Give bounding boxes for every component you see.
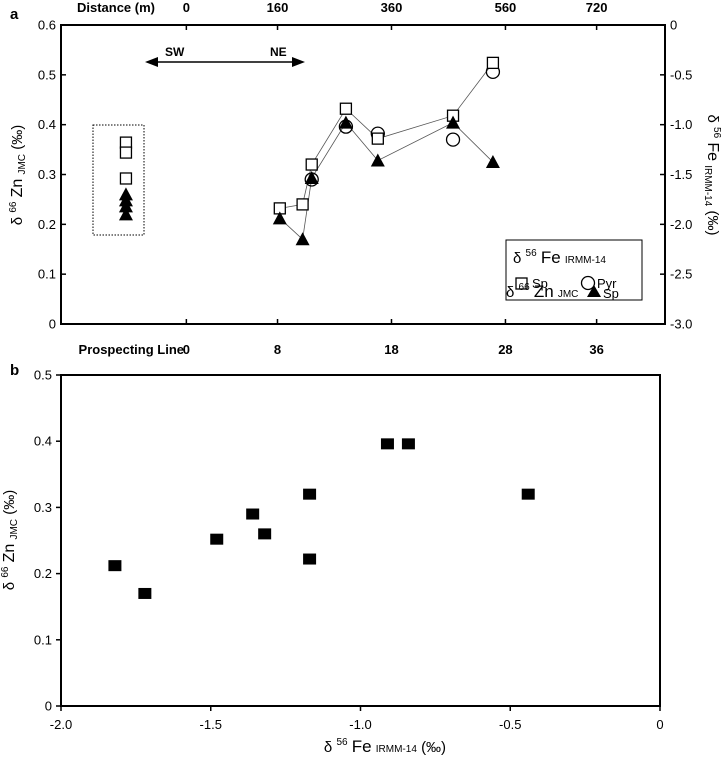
sw-label: SW (165, 45, 185, 59)
b-x-axis-label: δ 56 Fe IRMM-14 (‰) (324, 732, 446, 756)
bottom-axis-ticks: 0 8 18 28 36 (183, 319, 604, 357)
left-tick-label: 0.1 (38, 267, 56, 282)
left-axis-ticks: 0 0.1 0.2 0.3 0.4 0.5 0.6 (38, 18, 66, 332)
legend: δ 56 Fe IRMM-14 Sp Pyr δ 66 Zn JMC Sp (505, 239, 643, 301)
panel-b-plot-frame (60, 374, 661, 707)
b-data-points (108, 438, 535, 599)
data-point-open-square (339, 102, 353, 115)
b-x-tick-label: -2.0 (50, 717, 72, 732)
b-data-point (521, 488, 535, 500)
top-tick-label: 160 (267, 0, 289, 15)
data-point-open-square (371, 132, 384, 145)
b-y-tick-label: 0.2 (34, 566, 52, 581)
bottom-tick-label: 36 (589, 342, 603, 357)
left-tick-label: 0.2 (38, 217, 56, 232)
top-axis-ticks: 0 160 360 560 720 (183, 0, 608, 30)
left-tick-label: 0.4 (38, 117, 56, 132)
right-tick-label: -3.0 (670, 317, 692, 332)
left-tick-label: 0.3 (38, 167, 56, 182)
b-data-point (210, 533, 224, 545)
b-y-tick-label: 0 (45, 699, 52, 714)
legend-zn-sp-label: Sp (603, 286, 619, 301)
series-lines (279, 62, 494, 241)
bottom-tick-label: 8 (274, 342, 281, 357)
right-tick-label: -1.5 (670, 167, 692, 182)
panel-b: b 0 0.1 0.2 0.3 0.4 0.5 -2.0 -1.5 -1.0 -0.5 0 δ 5… (0, 362, 664, 756)
right-tick-label: -1.0 (670, 117, 692, 132)
legend-sp-marker (515, 277, 528, 290)
data-point-filled-triangle (272, 211, 287, 225)
right-tick-label: -2.0 (670, 217, 692, 232)
b-x-tick-label: -0.5 (499, 717, 521, 732)
right-tick-label: 0 (670, 18, 677, 33)
left-axis-label: δ 66 Zn JMC (‰) (3, 125, 29, 225)
data-point-filled-triangle (485, 155, 500, 169)
b-x-tick-label: 0 (656, 717, 663, 732)
top-tick-label: 360 (381, 0, 403, 15)
legend-pyr-label: Pyr (597, 276, 617, 291)
panel-a: a Distance (m) 0 160 360 560 720 00.10.20.30… (3, 0, 727, 357)
top-tick-label: 560 (495, 0, 517, 15)
data-point-open-square (119, 172, 133, 185)
right-tick-label: -0.5 (670, 67, 692, 82)
legend-zn-title-visible: δ 66 Zn JMC (506, 277, 578, 301)
b-y-tick-label: 0.5 (34, 368, 52, 383)
b-data-point (108, 560, 122, 572)
legend-sp-label: Sp (532, 276, 548, 291)
bottom-tick-label: 28 (498, 342, 512, 357)
b-y-tick-label: 0.4 (34, 434, 52, 449)
b-data-point (303, 553, 317, 565)
series-marks (118, 56, 501, 246)
right-axis-label: δ 56 Fe IRMM-14 (‰) (701, 115, 727, 236)
data-point-filled-triangle (304, 170, 319, 184)
right-axis-ticks: 0 -0.5 -1.0 -1.5 -2.0 -2.5 -3.0 (660, 18, 692, 332)
b-data-point (246, 508, 260, 520)
b-data-point (303, 488, 317, 500)
left-tick-label: 0 (49, 317, 56, 332)
panel-a-label: a (10, 6, 19, 23)
bottom-tick-label: 0 (183, 342, 190, 357)
b-y-tick-label: 0.1 (34, 632, 52, 647)
data-point-filled-triangle (446, 115, 461, 129)
data-point-filled-triangle (118, 207, 133, 221)
right-tick-label: -2.5 (670, 267, 692, 282)
data-point-filled-triangle (118, 199, 133, 213)
sw-ne-annotation: SW NE (145, 45, 305, 67)
data-point-open-square (305, 158, 318, 171)
data-point-open-circle (445, 132, 461, 147)
data-point-open-square (486, 56, 500, 70)
sw-arrowhead (145, 57, 158, 67)
top-tick-label: 0 (183, 0, 190, 15)
inset-dotted-box (92, 124, 145, 236)
panel-b-label: b (10, 362, 19, 379)
ne-label: NE (270, 45, 287, 59)
b-x-axis-ticks: -2.0 -1.5 -1.0 -0.5 0 (50, 706, 664, 732)
b-y-tick-label: 0.3 (34, 500, 52, 515)
b-data-point (380, 438, 394, 450)
b-y-axis-label: δ 66 Zn JMC (‰) (0, 490, 21, 590)
legend-pyr-marker (580, 275, 596, 291)
b-y-axis-ticks: 0 0.1 0.2 0.3 0.4 0.5 (34, 368, 61, 714)
b-data-point (138, 587, 152, 599)
b-x-tick-label: -1.5 (200, 717, 222, 732)
left-tick-label: 0.5 (38, 67, 56, 82)
legend-zn-sp-marker (587, 285, 601, 297)
data-point-filled-triangle (338, 115, 353, 129)
data-point-open-square (296, 198, 309, 211)
data-point-open-square (119, 146, 133, 159)
legend-box (505, 239, 643, 301)
data-point-filled-triangle (295, 232, 310, 246)
b-data-point (401, 438, 415, 450)
b-data-point (258, 528, 272, 540)
left-tick-label: 0.6 (38, 18, 56, 33)
data-point-filled-triangle (370, 153, 385, 167)
ne-arrowhead (292, 57, 305, 67)
top-axis-label: Distance (m) (77, 0, 155, 15)
legend-fe-title: δ 56 Fe IRMM-14 (513, 243, 606, 267)
top-tick-label: 720 (586, 0, 608, 15)
b-x-tick-label: -1.0 (349, 717, 371, 732)
bottom-tick-label: 18 (384, 342, 398, 357)
bottom-axis-label: Prospecting Line (79, 342, 184, 357)
